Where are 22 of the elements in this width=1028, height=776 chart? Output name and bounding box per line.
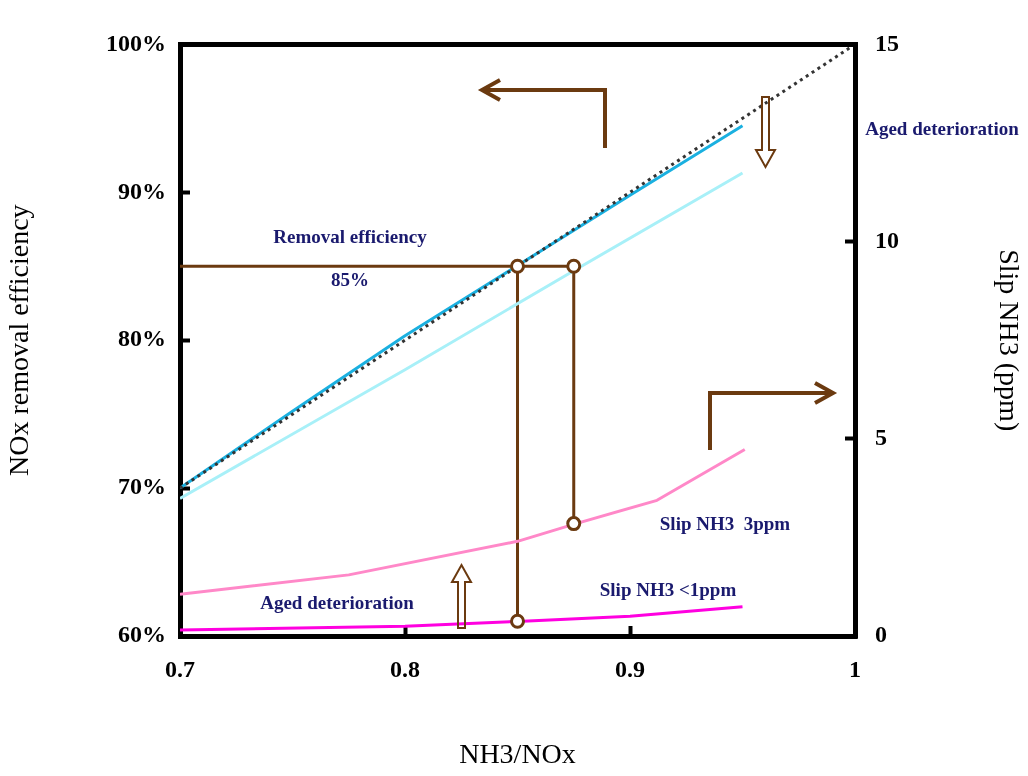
x-tick-label: 0.7 — [165, 655, 195, 682]
annotation: Removal efficiency — [273, 225, 428, 247]
text: Aged deterioration — [865, 117, 1020, 139]
y-tick-label: 60% — [118, 621, 166, 648]
x-tick-label: 1 — [849, 655, 861, 682]
annotation: Aged deterioration — [260, 591, 415, 613]
y2-tick-label: 0 — [875, 621, 887, 648]
x-tick-label: 0.8 — [390, 655, 420, 682]
annotation: Slip NH3 <1ppm — [599, 578, 737, 600]
y-tick-label: 70% — [118, 473, 166, 500]
y2-tick-label: 10 — [875, 226, 899, 253]
annotation: 85% — [331, 268, 369, 290]
annotation: Slip NH3 3ppm — [659, 512, 791, 534]
y2-tick-label: 5 — [875, 424, 887, 450]
y2-axis-title: Slip NH3 (ppm) — [993, 249, 1025, 432]
y-tick-label: 80% — [118, 325, 166, 352]
x-tick-label: 0.9 — [615, 655, 645, 682]
x-axis-title: NH3/NOx — [459, 737, 576, 769]
y2-tick-label: 15 — [875, 29, 899, 56]
y-tick-label: 90% — [118, 177, 166, 204]
y-axis-title: NOx removal efficiency — [3, 204, 35, 476]
y-tick-label: 100% — [106, 29, 166, 56]
